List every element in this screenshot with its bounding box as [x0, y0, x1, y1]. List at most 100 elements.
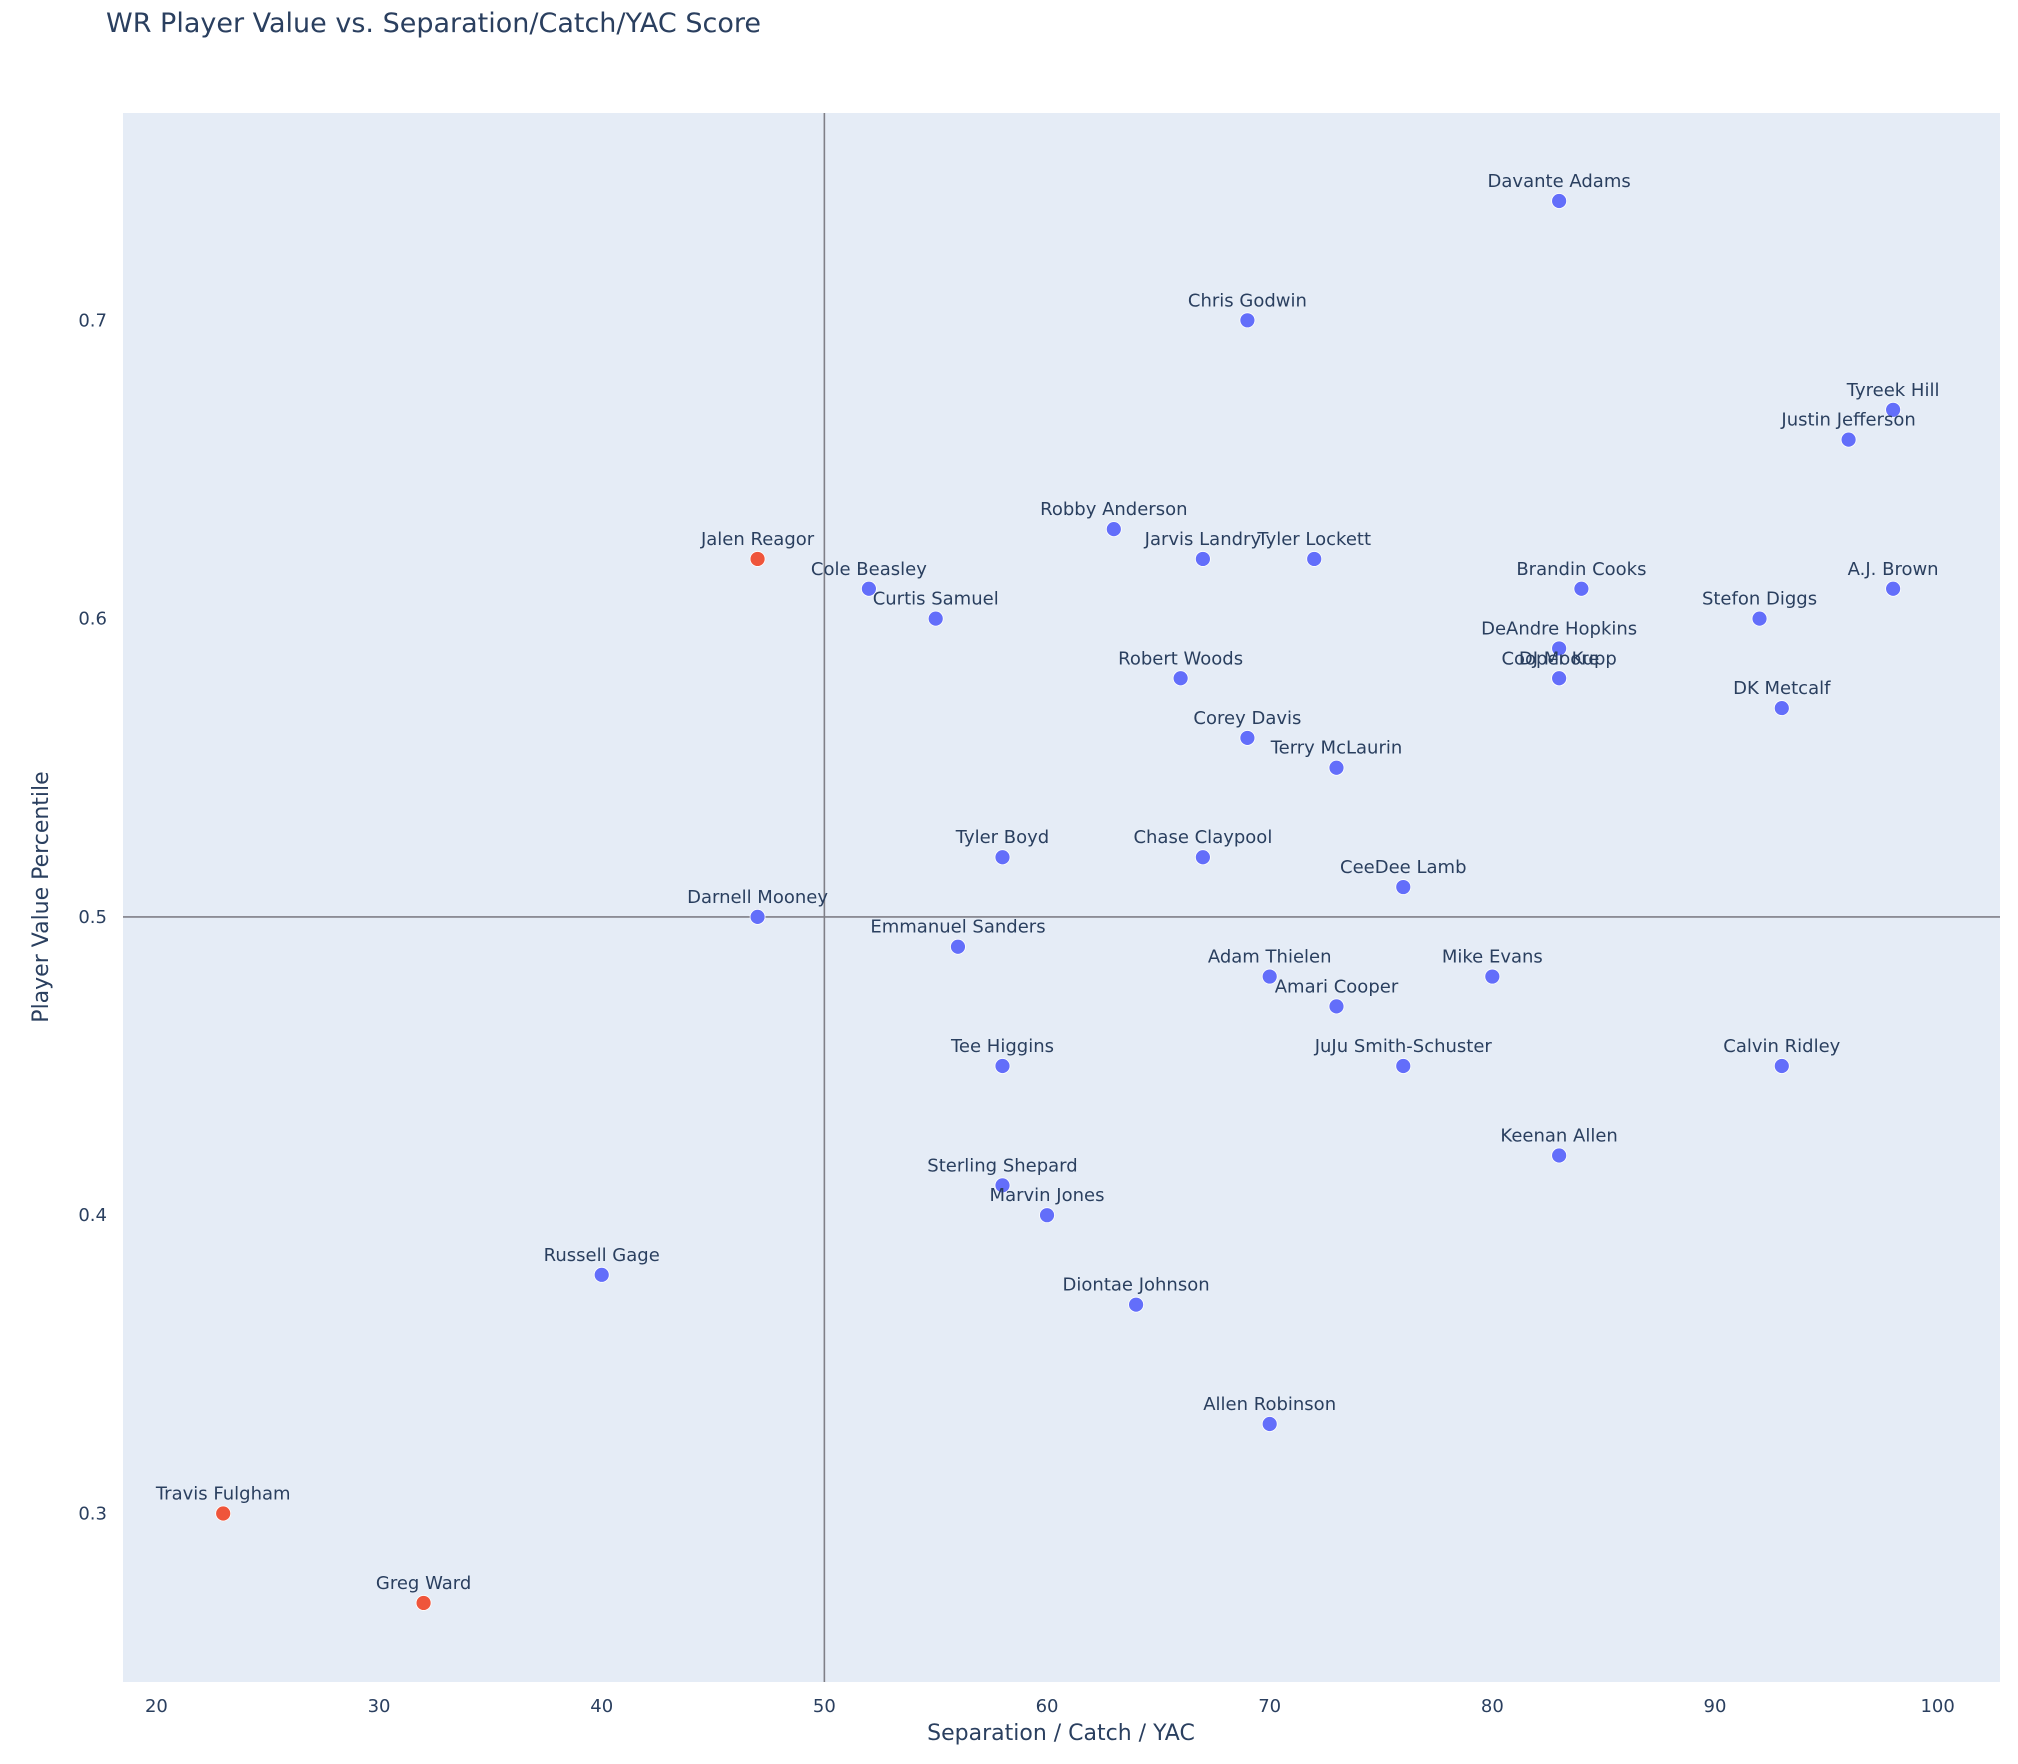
data-point — [994, 1058, 1011, 1074]
data-point — [1484, 968, 1501, 985]
data-point — [1773, 1058, 1790, 1074]
x-tick-label: 30 — [368, 1696, 391, 1717]
x-axis-title: Separation / Catch / YAC — [927, 1721, 1195, 1746]
point-label: Tee Higgins — [950, 1036, 1054, 1057]
point-label: Greg Ward — [376, 1573, 471, 1594]
data-point — [1328, 998, 1345, 1015]
data-point — [593, 1266, 610, 1283]
data-point — [1551, 670, 1568, 687]
point-label: Chris Godwin — [1188, 290, 1307, 311]
data-point — [1551, 1147, 1568, 1164]
point-label: Tyreek Hill — [1846, 380, 1940, 401]
x-tick-label: 90 — [1704, 1696, 1727, 1717]
point-label: CeeDee Lamb — [1340, 857, 1466, 878]
point-label: DeAndre Hopkins — [1481, 618, 1637, 639]
data-point — [1551, 640, 1568, 657]
point-label: Tyler Boyd — [955, 827, 1049, 848]
data-point — [749, 551, 766, 567]
data-point — [1128, 1296, 1144, 1313]
x-axis-ticks: 20 30 40 50 60 70 80 90 100 — [145, 1696, 1955, 1717]
y-tick-label: 0.6 — [78, 609, 107, 630]
point-label: Cooper Kupp — [1501, 648, 1616, 669]
point-label: Travis Fulgham — [155, 1483, 291, 1504]
data-point — [1239, 312, 1256, 329]
x-tick-label: 60 — [1036, 1696, 1059, 1717]
point-label: Cole Beasley — [811, 559, 927, 580]
point-label: Corey Davis — [1193, 708, 1301, 729]
point-label: Tyler Lockett — [1256, 529, 1371, 550]
data-point — [1885, 580, 1902, 597]
point-label: Robby Anderson — [1040, 499, 1187, 520]
point-label: Calvin Ridley — [1723, 1036, 1840, 1057]
x-tick-label: 50 — [813, 1696, 836, 1717]
data-point — [1172, 670, 1189, 687]
y-tick-label: 0.7 — [78, 310, 107, 331]
point-label: Terry McLaurin — [1270, 738, 1403, 759]
point-label: Russell Gage — [544, 1245, 660, 1266]
data-point — [1395, 1058, 1412, 1074]
point-label: Marvin Jones — [990, 1185, 1105, 1206]
point-label: Robert Woods — [1118, 648, 1243, 669]
data-point — [1573, 580, 1590, 597]
point-label: Mike Evans — [1442, 947, 1543, 968]
point-label: A.J. Brown — [1848, 559, 1939, 580]
reference-lines — [123, 113, 2000, 1682]
chart-title: WR Player Value vs. Separation/Catch/YAC… — [106, 8, 761, 39]
data-point — [215, 1505, 232, 1522]
data-point — [1239, 730, 1256, 746]
data-point — [1395, 879, 1412, 895]
point-label: Stefon Diggs — [1702, 589, 1817, 610]
data-point — [1039, 1207, 1055, 1224]
data-point — [1328, 759, 1345, 776]
data-point — [861, 580, 877, 597]
data-point — [1885, 401, 1902, 418]
x-tick-label: 40 — [590, 1696, 613, 1717]
point-label: Justin Jefferson — [1780, 410, 1915, 431]
point-label: Brandin Cooks — [1516, 559, 1646, 580]
point-labels: Davante Adams Chris Godwin Tyreek Hill Just… — [155, 171, 1940, 1594]
data-point — [1194, 551, 1211, 567]
data-points — [215, 193, 1902, 1611]
point-label: Davante Adams — [1488, 171, 1631, 192]
point-label: Emmanuel Sanders — [870, 917, 1045, 938]
data-point — [950, 938, 966, 955]
data-point — [927, 610, 944, 627]
point-label: Jalen Reagor — [700, 529, 815, 550]
x-tick-label: 70 — [1258, 1696, 1281, 1717]
point-label: Sterling Shepard — [927, 1155, 1077, 1176]
data-point — [1306, 551, 1323, 567]
y-axis-ticks: 0.3 0.4 0.5 0.6 0.7 — [78, 310, 107, 1524]
data-point — [749, 908, 766, 925]
point-label: JuJu Smith-Schuster — [1314, 1036, 1493, 1057]
y-tick-label: 0.5 — [78, 907, 107, 928]
data-point — [994, 849, 1011, 866]
data-point — [1751, 610, 1768, 627]
point-label: Darnell Mooney — [687, 887, 828, 908]
point-label: DJ Moore — [1519, 648, 1600, 669]
point-label: DK Metcalf — [1733, 678, 1831, 699]
data-point — [415, 1595, 432, 1611]
point-label: Curtis Samuel — [873, 589, 999, 610]
x-tick-label: 20 — [145, 1696, 168, 1717]
point-label: Diontae Johnson — [1063, 1275, 1210, 1296]
data-point — [1194, 849, 1211, 866]
point-label: Allen Robinson — [1203, 1394, 1336, 1415]
data-point — [1261, 968, 1278, 985]
x-tick-label: 100 — [1920, 1696, 1954, 1717]
data-point — [994, 1177, 1011, 1194]
point-label: Chase Claypool — [1133, 827, 1272, 848]
y-tick-label: 0.4 — [78, 1205, 107, 1226]
x-tick-label: 80 — [1481, 1696, 1504, 1717]
point-label: Keenan Allen — [1500, 1126, 1617, 1147]
y-axis-title: Player Value Percentile — [29, 771, 54, 1022]
point-label: Amari Cooper — [1275, 976, 1399, 997]
data-point — [1840, 431, 1857, 448]
point-label: Jarvis Landry — [1144, 529, 1262, 550]
point-label: Adam Thielen — [1208, 947, 1332, 968]
y-tick-label: 0.3 — [78, 1503, 107, 1524]
plot-area — [123, 113, 2000, 1682]
data-point — [1773, 700, 1790, 716]
data-point — [1105, 521, 1122, 538]
data-point — [1261, 1416, 1278, 1432]
